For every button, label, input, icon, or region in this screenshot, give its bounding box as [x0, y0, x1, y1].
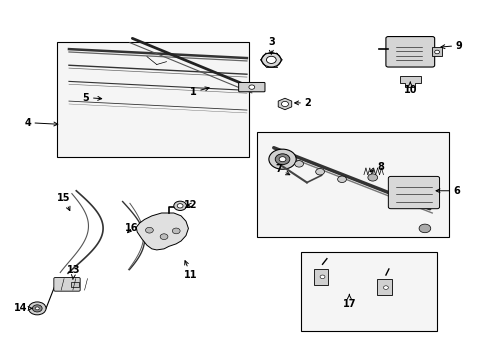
Circle shape [315, 168, 324, 175]
Circle shape [173, 201, 186, 211]
Text: 17: 17 [342, 294, 355, 309]
Circle shape [248, 85, 254, 89]
Circle shape [261, 53, 281, 67]
FancyBboxPatch shape [385, 37, 434, 67]
Circle shape [145, 227, 153, 233]
Text: 14: 14 [14, 303, 32, 314]
Text: 11: 11 [184, 261, 197, 280]
Polygon shape [278, 98, 291, 110]
Bar [256, 132, 448, 237]
Polygon shape [399, 76, 420, 87]
Text: 13: 13 [67, 265, 81, 280]
Circle shape [177, 204, 183, 208]
Circle shape [383, 286, 387, 289]
Circle shape [281, 102, 288, 107]
FancyBboxPatch shape [54, 278, 80, 291]
Text: 8: 8 [369, 162, 384, 172]
Circle shape [32, 305, 42, 312]
Circle shape [160, 234, 167, 239]
Circle shape [367, 174, 377, 181]
Text: 1: 1 [189, 87, 209, 97]
FancyBboxPatch shape [238, 82, 264, 92]
Text: 2: 2 [294, 98, 311, 108]
Bar [71, 282, 79, 287]
Bar [431, 47, 441, 56]
Bar [300, 252, 436, 330]
Text: 10: 10 [403, 82, 416, 95]
Text: 12: 12 [184, 200, 197, 210]
Circle shape [172, 228, 180, 234]
Text: 4: 4 [24, 118, 58, 128]
Text: 5: 5 [82, 93, 102, 103]
Text: 9: 9 [440, 41, 462, 50]
Circle shape [28, 302, 46, 315]
Circle shape [320, 275, 325, 279]
Circle shape [268, 149, 296, 169]
Text: 3: 3 [267, 37, 274, 54]
FancyBboxPatch shape [387, 176, 439, 209]
Text: 16: 16 [124, 224, 138, 233]
Text: 6: 6 [435, 186, 459, 196]
Circle shape [294, 161, 303, 167]
Circle shape [275, 154, 289, 165]
Text: 7: 7 [275, 164, 289, 175]
Circle shape [35, 307, 39, 310]
Bar [376, 279, 391, 296]
Text: 15: 15 [57, 193, 71, 211]
Circle shape [418, 224, 430, 233]
Bar [57, 42, 249, 157]
Circle shape [434, 50, 439, 54]
Circle shape [337, 176, 346, 183]
Polygon shape [136, 213, 188, 250]
Circle shape [279, 157, 285, 162]
Bar [313, 269, 328, 285]
Circle shape [266, 56, 276, 63]
